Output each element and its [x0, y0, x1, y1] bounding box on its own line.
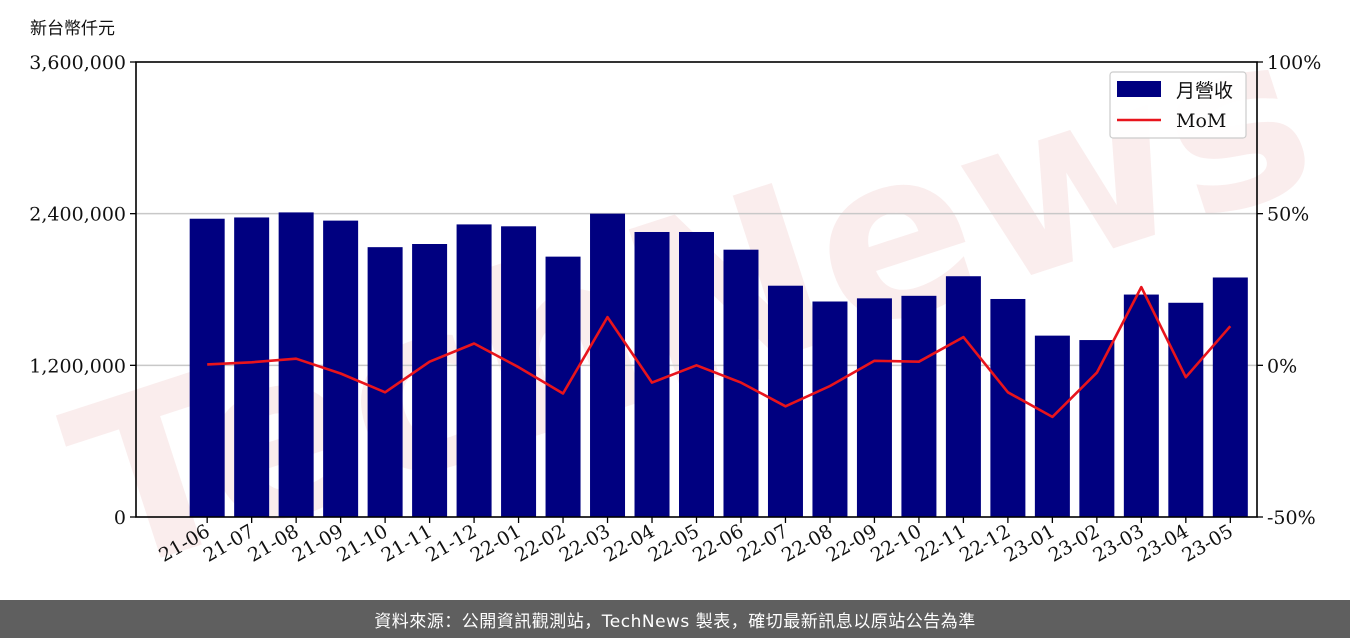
legend-label-mom: MoM [1176, 110, 1226, 132]
bar-23-04 [1168, 302, 1204, 517]
y-right-tick-label: 50% [1267, 204, 1309, 226]
legend-label-revenue: 月營收 [1176, 80, 1233, 102]
x-tick-label: 22-07 [734, 520, 792, 566]
bar-21-12 [456, 224, 492, 517]
x-tick-label: 22-11 [911, 520, 969, 566]
bar-22-05 [679, 231, 714, 518]
y-axis-left-title: 新台幣仟元 [30, 19, 115, 39]
bar-21-11 [412, 244, 448, 517]
bar-21-08 [278, 212, 314, 517]
y-left-tick-label: 3,600,000 [29, 52, 126, 74]
x-tick-label: 22-06 [689, 520, 747, 566]
bar-23-02 [1079, 340, 1115, 517]
y-right-tick-label: -50% [1267, 507, 1316, 529]
x-tick-label: 22-10 [867, 520, 925, 566]
bar-22-04 [634, 231, 670, 518]
x-tick-label: 22-09 [822, 520, 880, 566]
y-right-tick-label: 0% [1267, 355, 1297, 377]
footer-source-text: 資料來源：公開資訊觀測站，TechNews 製表，確切最新訊息以原站公告為準 [374, 611, 976, 632]
x-tick-label: 23-02 [1045, 520, 1103, 566]
revenue-chart: TechNews 01,200,0002,400,0003,600,000-50… [29, 0, 1341, 600]
x-tick-label: 22-02 [511, 520, 569, 566]
x-tick-label: 22-12 [956, 520, 1014, 566]
x-tick-label: 22-04 [600, 520, 658, 566]
mom-line-series [207, 285, 1232, 419]
bar-22-03 [590, 213, 626, 517]
y-left-tick-label: 2,400,000 [29, 204, 126, 226]
x-tick-label: 22-08 [778, 520, 836, 566]
x-tick-label: 22-01 [467, 520, 525, 566]
bar-21-10 [367, 247, 403, 517]
bar-22-10 [901, 295, 937, 517]
x-tick-label: 23-04 [1134, 520, 1192, 566]
bar-21-06 [189, 218, 225, 517]
footer-bar: 資料來源：公開資訊觀測站，TechNews 製表，確切最新訊息以原站公告為準 [0, 600, 1350, 638]
y-left-tick-label: 1,200,000 [29, 355, 126, 377]
bar-23-01 [1034, 335, 1070, 517]
x-tick-label: 23-01 [1000, 520, 1058, 566]
bar-22-12 [990, 298, 1026, 517]
x-tick-label: 22-05 [645, 520, 703, 566]
x-tick-label: 22-03 [556, 520, 614, 566]
legend-swatch-bar [1117, 81, 1161, 97]
bar-series [189, 212, 1248, 518]
legend: 月營收 MoM [1109, 71, 1247, 139]
bar-22-09 [856, 298, 892, 517]
y-left-tick-label: 0 [114, 507, 126, 529]
bar-23-05 [1212, 277, 1248, 517]
bar-22-01 [501, 226, 537, 518]
bar-23-03 [1123, 294, 1159, 517]
bar-21-07 [234, 217, 270, 518]
x-tick-label: 23-05 [1178, 520, 1236, 566]
bar-22-08 [812, 301, 848, 517]
mom-line [207, 285, 1232, 419]
y-right-tick-label: 100% [1267, 52, 1321, 74]
x-tick-label: 23-03 [1089, 520, 1147, 566]
bar-22-11 [945, 276, 981, 517]
